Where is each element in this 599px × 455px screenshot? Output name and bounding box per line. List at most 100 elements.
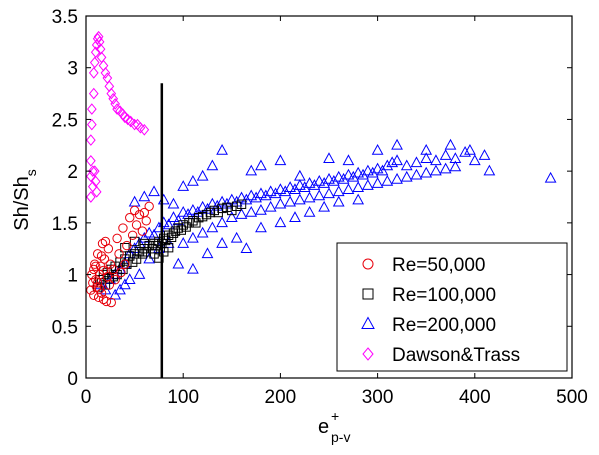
data-point-triangle	[439, 162, 452, 174]
data-point-circle	[98, 265, 109, 276]
data-point-triangle	[177, 237, 190, 248]
data-point-triangle	[323, 187, 335, 199]
data-point-triangle	[264, 185, 277, 197]
data-point-circle	[125, 212, 135, 223]
data-point-square	[217, 203, 227, 214]
data-point-diamond	[86, 134, 96, 146]
data-point-triangle	[439, 149, 452, 160]
data-point-triangle	[157, 193, 170, 205]
axis-ticks: 0 100 200 300 400 500 0 0.5 1 1.5 2 2.5 3 3.5	[52, 7, 588, 408]
data-point-square	[120, 254, 130, 264]
series-circle	[86, 201, 154, 308]
x-tick-label: 100	[167, 387, 199, 408]
data-point-triangle	[114, 283, 126, 295]
data-point-diamond	[89, 56, 100, 69]
data-point-diamond	[86, 103, 97, 115]
data-point-triangle	[444, 138, 457, 150]
data-point-triangle	[284, 181, 297, 192]
data-point-square	[139, 238, 150, 249]
data-point-circle	[120, 259, 130, 269]
x-tick-label: 400	[459, 387, 491, 408]
data-point-triangle	[264, 200, 277, 212]
data-point-triangle	[430, 154, 442, 166]
data-point-triangle	[400, 170, 413, 182]
data-point-circle	[104, 280, 115, 290]
legend-label: Dawson&Trass	[392, 345, 520, 366]
data-point-triangle	[167, 211, 180, 222]
data-point-diamond	[93, 30, 104, 43]
data-point-triangle	[420, 152, 433, 164]
data-point-triangle	[172, 214, 185, 226]
data-point-circle	[90, 259, 100, 269]
data-point-triangle	[289, 211, 301, 222]
data-point-diamond	[94, 36, 105, 48]
data-point-circle	[103, 244, 114, 254]
series-diamond	[86, 30, 150, 203]
legend: Re=50,000 Re=100,000 Re=200,000 Dawson&Tras…	[336, 242, 568, 372]
data-point-square	[149, 238, 159, 249]
data-point-diamond	[90, 175, 101, 188]
data-point-triangle	[118, 278, 131, 290]
data-point-triangle	[148, 185, 160, 197]
y-tick-label: 0.5	[52, 317, 78, 338]
data-point-diamond	[100, 67, 111, 79]
data-point-circle	[110, 275, 120, 285]
data-point-triangle	[323, 152, 335, 164]
data-point-triangle	[293, 193, 306, 205]
data-point-diamond	[86, 154, 96, 167]
data-point-triangle	[196, 226, 209, 238]
data-points-layer	[86, 30, 557, 308]
data-point-circle	[114, 249, 124, 259]
data-point-triangle	[361, 179, 374, 190]
data-point-diamond	[125, 115, 136, 128]
data-point-triangle	[483, 164, 496, 176]
legend-marker-square	[362, 288, 374, 300]
x-tick-label: 300	[362, 387, 394, 408]
data-point-square	[120, 242, 130, 253]
data-point-circle	[118, 223, 128, 233]
data-point-triangle	[235, 208, 248, 219]
data-point-triangle	[420, 166, 433, 178]
data-point-diamond	[88, 67, 99, 79]
data-point-triangle	[138, 190, 151, 202]
data-point-triangle	[196, 169, 209, 181]
data-point-triangle	[323, 172, 335, 184]
data-point-circle	[91, 261, 101, 271]
data-point-circle	[96, 288, 107, 298]
data-point-triangle	[284, 195, 297, 207]
data-point-square	[163, 242, 174, 253]
x-axis-label-main: e	[318, 416, 329, 438]
x-tick-label: 200	[265, 387, 297, 408]
data-point-triangle	[255, 187, 267, 199]
data-point-triangle	[167, 197, 180, 209]
data-point-triangle	[187, 231, 199, 243]
data-point-triangle	[162, 218, 175, 230]
data-point-triangle	[274, 154, 287, 166]
data-point-triangle	[235, 191, 248, 203]
data-point-triangle	[225, 193, 238, 205]
y-tick-label: 0	[67, 369, 78, 390]
data-point-square	[134, 247, 145, 257]
data-point-circle	[101, 296, 112, 307]
data-point-diamond	[108, 92, 119, 105]
data-point-diamond	[110, 98, 121, 110]
data-point-triangle	[332, 195, 345, 207]
data-point-triangle	[386, 156, 399, 168]
data-point-triangle	[216, 143, 228, 155]
series-square	[92, 199, 247, 292]
data-point-triangle	[225, 211, 238, 222]
data-point-triangle	[371, 143, 384, 155]
data-point-triangle	[381, 159, 394, 171]
data-point-triangle	[464, 143, 476, 155]
data-point-triangle	[245, 164, 258, 176]
plot-frame	[85, 15, 573, 379]
data-point-triangle	[177, 180, 190, 191]
y-tick-label: 2	[67, 162, 78, 183]
data-point-square	[129, 249, 140, 259]
legend-label: Re=100,000	[392, 285, 496, 306]
data-point-circle	[134, 209, 145, 220]
data-point-circle	[97, 238, 108, 249]
data-point-circle	[99, 254, 110, 264]
data-point-diamond	[120, 111, 130, 124]
data-point-triangle	[410, 156, 423, 168]
